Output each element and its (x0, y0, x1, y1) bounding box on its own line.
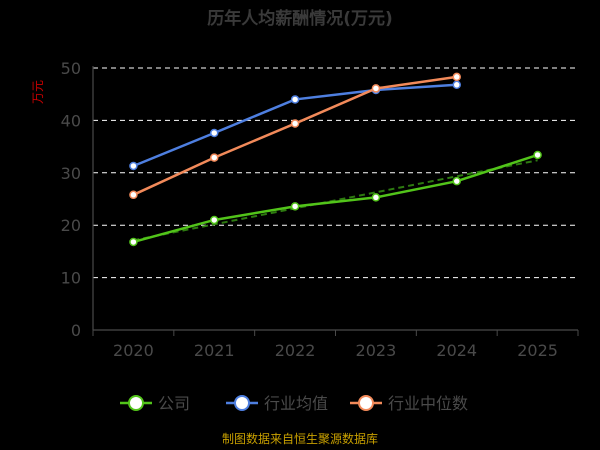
legend-label: 公司 (158, 394, 190, 413)
axes: 0 10 20 30 40 50 2020 2021 2022 2023 2024 2025 (61, 59, 579, 360)
series-point (452, 176, 461, 186)
series-point (129, 190, 138, 200)
x-tick-label: 2024 (436, 341, 477, 360)
series-point (129, 237, 138, 247)
series-point (452, 72, 461, 82)
source-note: 制图数据来自恒生聚源数据库 (222, 431, 378, 446)
legend: 公司 行业均值 行业中位数 (120, 394, 468, 413)
y-tick-label: 50 (61, 59, 81, 78)
series-point (371, 193, 381, 202)
y-tick-label: 0 (71, 321, 81, 340)
series-point (210, 128, 219, 138)
series-lines (129, 72, 542, 247)
x-tick-label: 2020 (113, 341, 154, 360)
series-point (129, 161, 138, 171)
legend-label: 行业均值 (264, 394, 328, 413)
series-point (210, 153, 219, 162)
legend-label: 行业中位数 (388, 394, 468, 413)
legend-marker (128, 395, 144, 411)
trend-lines (133, 159, 538, 242)
series-point (533, 150, 542, 160)
series-line (133, 153, 538, 244)
gridlines (93, 67, 578, 279)
series-point (290, 202, 300, 211)
series-point (290, 95, 300, 104)
x-tick-label: 2022 (275, 341, 316, 360)
x-tick-label: 2025 (517, 341, 558, 360)
trend-line (133, 159, 538, 242)
y-axis-unit: 万元 (31, 80, 45, 104)
y-tick-label: 40 (61, 111, 81, 130)
legend-marker (358, 395, 374, 411)
x-tick-label: 2021 (194, 341, 235, 360)
series-point (210, 215, 219, 225)
series-point (452, 80, 461, 90)
chart-title: 历年人均薪酬情况(万元) (207, 8, 393, 29)
y-tick-label: 30 (61, 164, 81, 183)
legend-marker (234, 395, 250, 411)
y-tick-label: 10 (61, 269, 81, 288)
series-point (371, 84, 381, 93)
series-point (290, 119, 300, 128)
y-tick-label: 20 (61, 216, 81, 235)
x-tick-label: 2023 (356, 341, 397, 360)
series-line (132, 75, 457, 196)
